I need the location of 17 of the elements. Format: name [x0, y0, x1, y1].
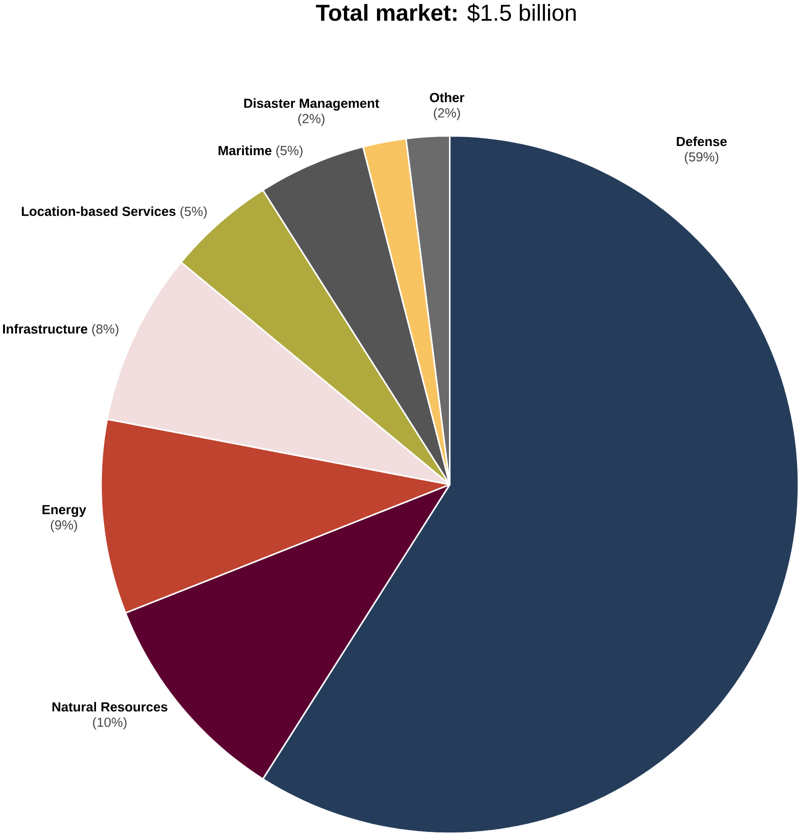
slice-label: Defense — [676, 136, 727, 146]
slice-label: Natural Resources — [52, 702, 168, 712]
data-label: (5%) — [276, 146, 302, 158]
data-label: (9%) — [50, 520, 77, 532]
data-label: (5%) — [180, 206, 207, 219]
slice-label: Location-based Services — [22, 206, 176, 216]
slice-label: Maritime — [218, 146, 272, 156]
data-label: (59%) — [684, 152, 718, 164]
slice-label: Other — [430, 92, 464, 102]
data-label: (8%) — [92, 324, 118, 336]
data-label: (10%) — [92, 717, 126, 730]
slice-label: Infrastructure — [2, 324, 88, 334]
chart-title: Total market: $1.5 billion — [316, 4, 576, 22]
data-label: (2%) — [298, 114, 324, 126]
data-label: (2%) — [434, 108, 460, 120]
slice-label: Disaster Management — [244, 98, 380, 111]
slice-label: Energy — [42, 505, 86, 517]
